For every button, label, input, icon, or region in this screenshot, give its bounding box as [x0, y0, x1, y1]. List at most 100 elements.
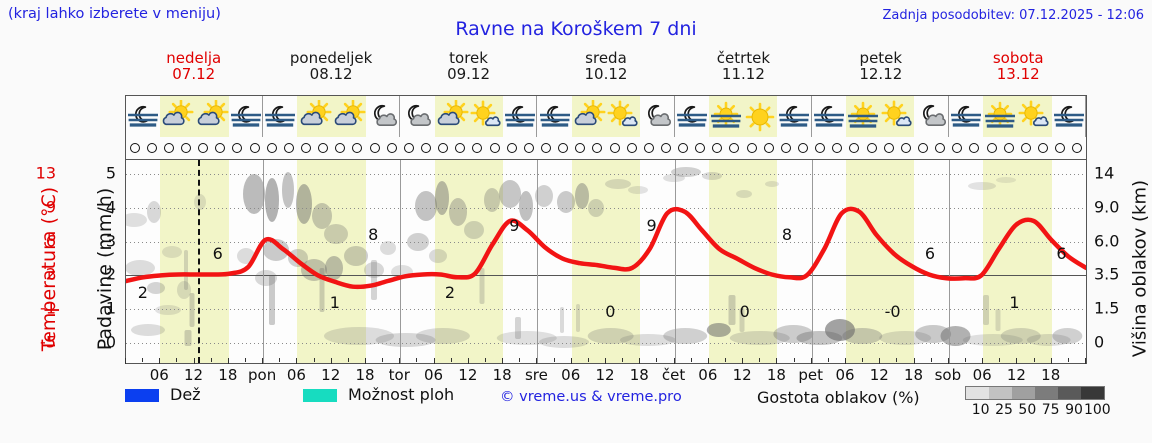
wind-circle-icon [403, 143, 414, 153]
density-swatch [1058, 387, 1081, 399]
x-axis-tick [142, 358, 144, 362]
wind-marker [726, 143, 743, 153]
wind-marker [212, 143, 229, 153]
wind-marker [743, 143, 760, 153]
wind-circle-icon [815, 143, 826, 153]
day-date: 09.12 [447, 65, 491, 84]
wind-marker [983, 143, 1000, 153]
day-date: 11.12 [721, 65, 765, 84]
x-axis-tick [245, 358, 246, 362]
day-name: sobota [992, 49, 1044, 67]
wind-marker [777, 143, 794, 153]
x-axis-tick [1016, 358, 1018, 364]
axis-tick: 1.5 [1094, 298, 1120, 318]
day-name: torek [449, 49, 488, 67]
temperature-value-label: -0 [884, 302, 901, 322]
copyright-link[interactable]: © vreme.us & vreme.pro [500, 389, 682, 405]
wind-marker [280, 143, 297, 153]
x-axis-label: 06 [835, 366, 855, 384]
wind-circle-icon [986, 143, 997, 153]
x-axis-tick [707, 358, 709, 364]
wind-circle-icon [129, 143, 140, 153]
wind-marker [160, 143, 177, 153]
wind-circle-icon [969, 143, 980, 153]
temperature-value-label: 9 [509, 215, 520, 235]
day-header: petek 12.12 [812, 50, 949, 92]
wind-marker [297, 143, 314, 153]
wind-marker [794, 143, 811, 153]
daylight-band [743, 160, 778, 363]
density-tick: 10 [971, 402, 990, 418]
x-axis-label: 12 [321, 366, 341, 384]
weather-icon-sun-small-cloud [605, 96, 641, 137]
x-axis-label: 06 [561, 366, 581, 384]
weather-icon-sun [743, 96, 778, 137]
x-axis-label: 18 [218, 366, 238, 384]
wind-marker [503, 143, 520, 153]
wind-circle-icon [918, 143, 929, 153]
day-date: 12.12 [859, 65, 903, 84]
axis-tick: 0 [1094, 332, 1105, 352]
daylight-band [434, 160, 469, 363]
wind-marker [932, 143, 949, 153]
axis-tick: 2 [105, 264, 116, 284]
wind-marker [709, 143, 726, 153]
weather-icon-moon-cloud [640, 96, 675, 137]
day-separator [537, 160, 539, 363]
wind-circle-icon [626, 143, 637, 153]
rain-legend-label: Dež [170, 385, 201, 404]
density-swatch [1081, 387, 1104, 399]
wind-circle-icon [643, 143, 654, 153]
wind-marker [555, 143, 572, 153]
axis-tick: -5 [40, 332, 56, 352]
daylight-band [1017, 160, 1052, 363]
wind-circle-icon [180, 143, 191, 153]
wind-circle-icon [266, 143, 277, 153]
wind-marker [537, 143, 554, 153]
x-axis-tick [570, 358, 572, 364]
wind-circle-icon [523, 143, 534, 153]
page-title: Ravne na Koroškem 7 dni [455, 18, 697, 40]
daylight-bands [126, 160, 1086, 363]
wind-marker [486, 143, 503, 153]
daylight-band [160, 160, 195, 363]
x-axis-tick [330, 358, 332, 364]
weather-icon-sun-small-cloud [1017, 96, 1052, 137]
grid-line [126, 309, 1086, 311]
x-axis-tick [536, 358, 538, 364]
daylight-band [468, 160, 504, 363]
x-axis-tick [502, 358, 504, 364]
wind-circle-icon [472, 143, 483, 153]
x-axis-label: 18 [629, 366, 649, 384]
wind-marker [812, 143, 829, 153]
weather-icon-sun-cloud [194, 96, 229, 137]
wind-marker [692, 143, 709, 153]
x-axis-label: sob [934, 366, 962, 384]
wind-marker [435, 143, 452, 153]
wind-circle-icon [660, 143, 671, 153]
density-tick: 100 [1083, 402, 1111, 418]
wind-marker [1069, 143, 1086, 153]
x-axis-tick [673, 358, 675, 364]
showers-legend-swatch [303, 389, 337, 402]
wind-circle-icon [1055, 143, 1066, 153]
daylight-band [194, 160, 229, 363]
density-swatch [1012, 387, 1035, 399]
x-axis-tick [759, 358, 761, 362]
wind-circle-icon [592, 143, 603, 153]
axis-tick: 3 [105, 231, 116, 251]
x-axis-label: 12 [869, 366, 889, 384]
day-header: torek 09.12 [400, 50, 537, 92]
wind-circle-icon [198, 143, 209, 153]
temperature-value-label: 6 [212, 243, 223, 263]
temperature-axis-ticks: 13 9 6 2 -1 -5 [28, 159, 56, 364]
wind-marker [846, 143, 863, 153]
weather-icon-moon-fog [503, 96, 538, 137]
x-axis-label: 18 [904, 366, 924, 384]
weather-icon-moon-fog [1052, 96, 1087, 137]
x-axis-tick [999, 358, 1001, 362]
wind-circle-icon [232, 143, 243, 153]
weather-icon-moon-cloud [366, 96, 401, 137]
day-name: petek [859, 49, 903, 67]
wind-circle-icon [455, 143, 466, 153]
